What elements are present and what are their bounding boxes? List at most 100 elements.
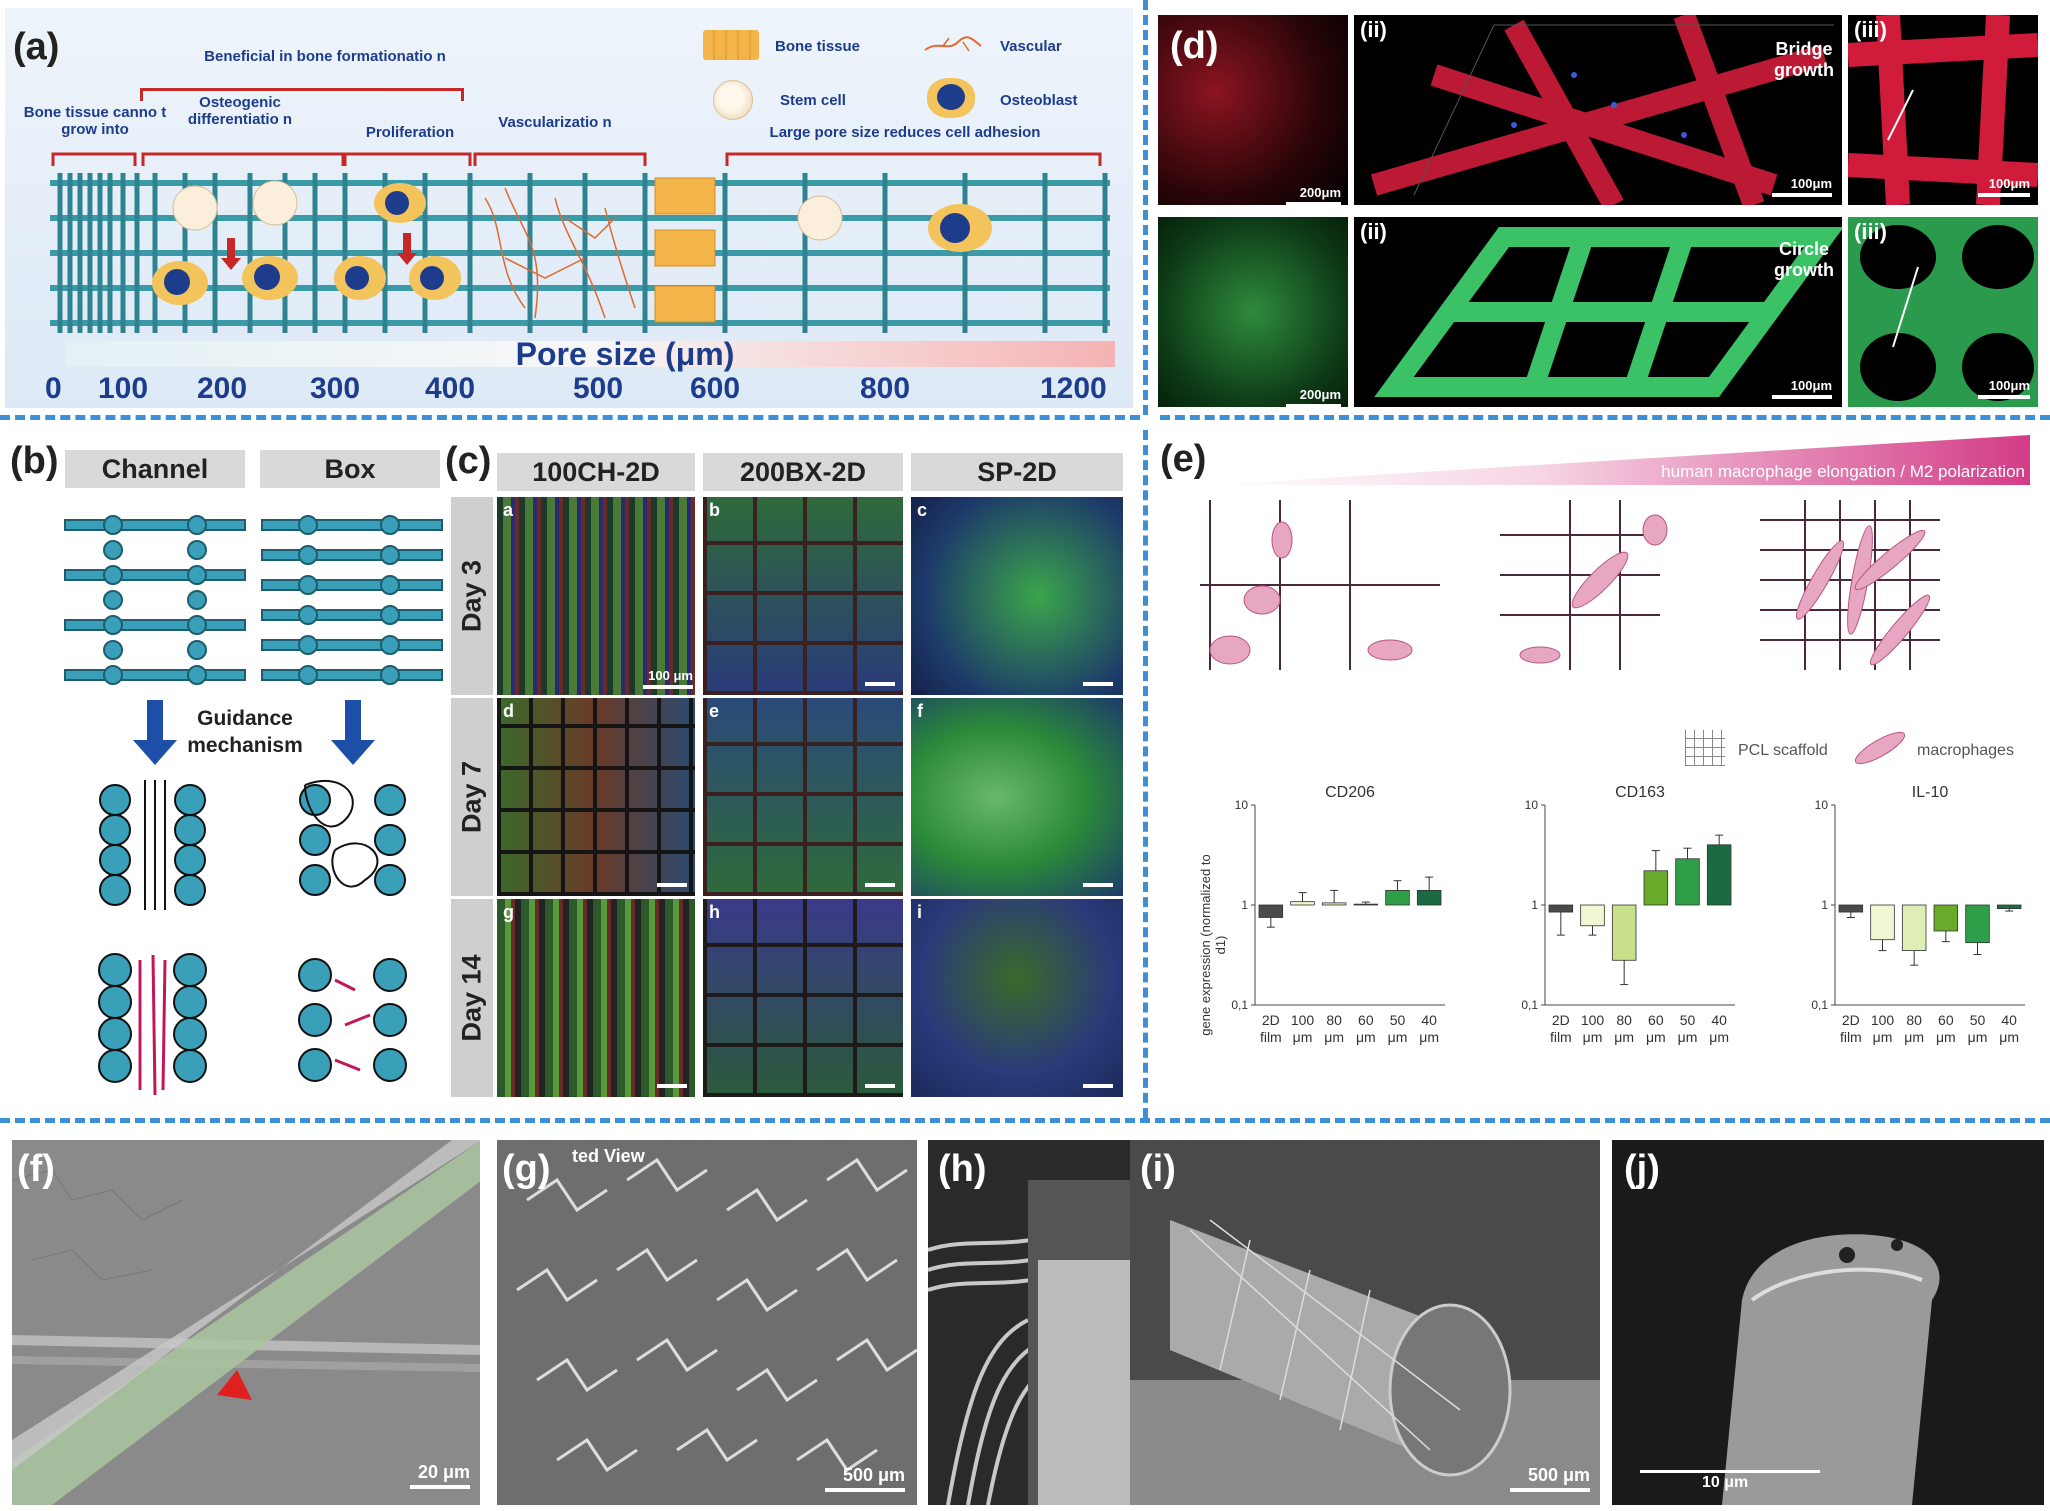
c-tile-f bbox=[911, 698, 1123, 896]
panel-d: (ii) Bridge growth 100μm (iii) 100μm 200… bbox=[1158, 15, 2038, 408]
c-tile-letter-g: g bbox=[503, 902, 514, 922]
c-tile-a bbox=[497, 497, 695, 695]
x-tick-label: 2D bbox=[1262, 1012, 1280, 1028]
x-tick-unit: μm bbox=[1324, 1029, 1344, 1045]
c-scale-bar-b bbox=[865, 682, 895, 686]
legend-stem-cell: Stem cell bbox=[780, 92, 846, 109]
d-bottom-i bbox=[1158, 217, 1348, 407]
panel-g-label: (g) bbox=[502, 1148, 551, 1190]
d-top-i-scale: 200μm bbox=[1286, 185, 1341, 206]
bar bbox=[1353, 903, 1379, 906]
brackets-row bbox=[51, 152, 1102, 166]
x-tick-unit: μm bbox=[1583, 1029, 1603, 1045]
x-tick-label: 40 bbox=[2001, 1012, 2017, 1028]
bar bbox=[1385, 889, 1410, 906]
x-tick-unit: μm bbox=[1873, 1029, 1893, 1045]
d-bottom-note: Circle growth bbox=[1774, 239, 1834, 280]
c-scale-bar-e bbox=[865, 883, 895, 887]
c-tile-g bbox=[497, 899, 695, 1097]
d-bottom-ii-scale: 100μm bbox=[1772, 378, 1832, 399]
x-tick-unit: film bbox=[1840, 1029, 1862, 1045]
x-tick-label: 50 bbox=[1680, 1012, 1696, 1028]
x-tick-label: 80 bbox=[1906, 1012, 1922, 1028]
d-top-ii: (ii) Bridge growth 100μm bbox=[1354, 15, 1842, 205]
j-scale-text: 10 μm bbox=[1702, 1474, 1749, 1491]
b-channel-header: Channel bbox=[65, 450, 245, 488]
c-scale-bar-h bbox=[865, 1084, 895, 1088]
separator-top-right bbox=[1160, 415, 2050, 420]
chart-title: CD206 bbox=[1325, 784, 1375, 801]
bar bbox=[1901, 904, 1927, 951]
tick-500: 500 bbox=[573, 372, 624, 405]
y-tick-label: 1 bbox=[1241, 898, 1248, 912]
c-tile-e bbox=[703, 698, 903, 896]
stem-cell-icon bbox=[713, 80, 753, 120]
panel-c: (c) 100CH-2D 200BX-2D SP-2D Day 3 Day 7 … bbox=[445, 440, 1125, 1112]
panel-f-label: (f) bbox=[17, 1148, 55, 1190]
y-tick-label: 1 bbox=[1821, 898, 1828, 912]
macrophage-icon bbox=[1850, 730, 1910, 766]
c-scale-bar-g bbox=[657, 1084, 687, 1088]
panel-h-label: (h) bbox=[938, 1148, 987, 1190]
bar bbox=[1870, 904, 1895, 941]
bar bbox=[1258, 904, 1284, 918]
annotation-beneficial: Beneficial in bone formationatio n bbox=[204, 48, 446, 65]
tick-300: 300 bbox=[310, 372, 361, 405]
c-tile-c bbox=[911, 497, 1123, 695]
tick-0: 0 bbox=[45, 372, 62, 405]
x-tick-unit: μm bbox=[1709, 1029, 1729, 1045]
y-tick-label: 0,1 bbox=[1811, 998, 1828, 1012]
separator-vertical-mid bbox=[1143, 430, 1148, 1118]
c-tile-letter-e: e bbox=[709, 701, 720, 721]
d-top-note: Bridge growth bbox=[1774, 39, 1834, 80]
bar bbox=[1933, 904, 1959, 932]
panel-i: (i) 500 μm bbox=[1130, 1140, 1600, 1505]
separator-bottom bbox=[0, 1118, 2050, 1123]
x-tick-label: 100 bbox=[1871, 1012, 1895, 1028]
x-tick-label: 40 bbox=[1421, 1012, 1437, 1028]
d-top-iii: (iii) 100μm bbox=[1848, 15, 2038, 205]
legend-vascular: Vascular bbox=[1000, 38, 1062, 55]
scaffold-grid bbox=[50, 173, 1110, 333]
b-mechanism-label: Guidance mechanism bbox=[187, 707, 303, 757]
osteoblast-icon bbox=[927, 78, 975, 118]
tick-800: 800 bbox=[860, 372, 911, 405]
d-bottom-i-scale: 200μm bbox=[1286, 387, 1341, 408]
bar bbox=[1706, 844, 1732, 906]
c-scale-bar-c bbox=[1083, 682, 1113, 686]
x-tick-label: 60 bbox=[1358, 1012, 1374, 1028]
pore-size-title: Pore size (μm) bbox=[515, 336, 735, 372]
tick-200: 200 bbox=[197, 372, 248, 405]
chart-title: IL-10 bbox=[1912, 784, 1949, 801]
c-tile-letter-i: i bbox=[917, 902, 923, 922]
d-bottom-ii: (ii) Circle growth 100μm bbox=[1354, 217, 1842, 407]
bar bbox=[1548, 904, 1574, 913]
panel-c-label: (c) bbox=[445, 440, 492, 482]
g-overlay-text: ted View bbox=[572, 1146, 645, 1166]
d-top-i bbox=[1158, 15, 1348, 205]
x-tick-label: 80 bbox=[1326, 1012, 1342, 1028]
x-tick-label: 50 bbox=[1390, 1012, 1406, 1028]
d-bottom-iii: (iii) 100μm bbox=[1848, 217, 2038, 407]
c-tile-b bbox=[703, 497, 903, 695]
c-scale-a: 100 μm bbox=[643, 668, 693, 689]
chart-title: CD163 bbox=[1615, 784, 1665, 801]
y-tick-label: 10 bbox=[1815, 798, 1829, 812]
x-tick-unit: μm bbox=[1388, 1029, 1408, 1045]
bar bbox=[1675, 858, 1700, 906]
x-tick-label: 100 bbox=[1581, 1012, 1605, 1028]
d-bottom-iii-scale: 100μm bbox=[1978, 378, 2030, 399]
b-box-header: Box bbox=[260, 450, 440, 488]
x-tick-unit: μm bbox=[1293, 1029, 1313, 1045]
tick-1200: 1200 bbox=[1040, 372, 1107, 405]
panel-e: (e) human macrophage elongation / M2 pol… bbox=[1160, 430, 2040, 1112]
bar bbox=[1416, 889, 1442, 906]
d-top-ii-label: (ii) bbox=[1360, 17, 1387, 42]
x-tick-unit: μm bbox=[1904, 1029, 1924, 1045]
c-tile-letter-d: d bbox=[503, 701, 514, 721]
e-gradient-text: human macrophage elongation / M2 polariz… bbox=[1661, 462, 2025, 481]
separator-vertical-top bbox=[1143, 0, 1148, 415]
tick-600: 600 bbox=[690, 372, 741, 405]
e-legend-scaffold: PCL scaffold bbox=[1738, 742, 1828, 759]
i-scale: 500 μm bbox=[1510, 1465, 1590, 1492]
